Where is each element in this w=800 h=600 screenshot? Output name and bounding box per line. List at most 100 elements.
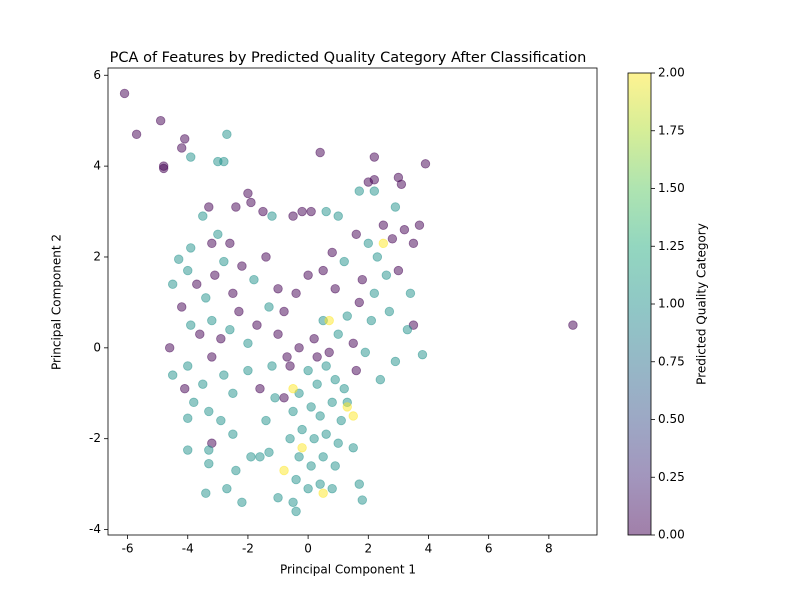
point (351, 229, 361, 239)
point (291, 474, 301, 485)
point (408, 238, 419, 249)
point (183, 265, 193, 276)
point (216, 415, 226, 426)
point (264, 302, 274, 312)
x-tick-label: -6 (122, 542, 134, 556)
point (270, 393, 280, 403)
point (285, 361, 295, 371)
colorbar-tick-label: 0.25 (658, 470, 685, 484)
point (378, 220, 389, 230)
x-tick-label: 0 (304, 542, 312, 556)
point (279, 306, 289, 317)
point (267, 361, 277, 371)
point (228, 429, 238, 439)
point (354, 186, 364, 196)
y-tick-label: 6 (93, 68, 101, 82)
point (207, 352, 217, 362)
point (198, 211, 208, 221)
x-tick-label: -2 (242, 542, 254, 556)
point (225, 324, 235, 335)
point (387, 234, 398, 244)
point (237, 497, 247, 507)
point (192, 279, 202, 289)
point (183, 445, 193, 455)
point (183, 413, 193, 423)
point (330, 461, 340, 471)
x-tick-label: 2 (364, 542, 372, 556)
point (231, 465, 241, 476)
y-tick-label: 0 (93, 340, 101, 354)
point (204, 458, 214, 469)
point (158, 161, 169, 171)
point (186, 243, 196, 253)
x-tick-label: -4 (182, 542, 194, 556)
point (327, 397, 337, 408)
point (198, 379, 208, 389)
colorbar-tick-label: 0.50 (658, 412, 685, 426)
point (273, 284, 283, 294)
point (183, 361, 193, 371)
point (357, 495, 367, 505)
point (186, 320, 196, 330)
point (315, 479, 325, 489)
point (201, 488, 211, 498)
y-tick-label: 2 (93, 249, 101, 263)
point (402, 324, 413, 335)
point (321, 361, 331, 371)
point (288, 384, 298, 394)
point (216, 334, 226, 344)
point (267, 211, 277, 221)
colorbar-tick-label: 1.50 (658, 181, 685, 195)
point (219, 370, 229, 380)
point (282, 352, 292, 362)
point (252, 320, 262, 330)
point (339, 256, 349, 267)
point (243, 338, 253, 348)
point (327, 247, 337, 258)
point (303, 365, 313, 376)
point (201, 293, 211, 303)
point (228, 388, 238, 398)
point (303, 483, 313, 494)
point (348, 443, 358, 453)
point (306, 402, 316, 412)
point (306, 206, 316, 217)
point (288, 406, 298, 417)
point (213, 229, 223, 239)
point (357, 274, 367, 285)
point (303, 270, 313, 280)
point (342, 402, 352, 412)
point (312, 379, 322, 389)
point (246, 452, 256, 462)
point (174, 254, 184, 264)
x-tick-label: 6 (485, 542, 493, 556)
point (222, 129, 232, 140)
plot-frame (107, 67, 598, 536)
point (231, 202, 241, 212)
point (177, 302, 187, 312)
point (378, 238, 389, 249)
point (234, 306, 244, 317)
point (312, 352, 322, 362)
point (131, 129, 142, 140)
point (195, 329, 205, 339)
point (399, 225, 410, 235)
x-tick-label: 8 (545, 542, 553, 556)
point (273, 329, 283, 339)
point (309, 334, 319, 344)
point (243, 188, 253, 199)
colorbar-tick-label: 2.00 (658, 66, 685, 80)
point (375, 374, 386, 385)
colorbar (627, 72, 652, 536)
point (324, 315, 334, 326)
point (342, 311, 352, 321)
point (369, 152, 380, 162)
colorbar-tick-label: 1.75 (658, 123, 685, 137)
point (291, 288, 301, 299)
point (339, 384, 349, 394)
point (246, 197, 256, 208)
point (390, 202, 401, 212)
